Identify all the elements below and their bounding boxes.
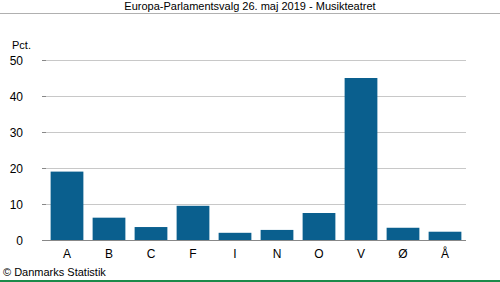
category-label: V xyxy=(357,247,365,261)
category-label: O xyxy=(314,247,323,261)
category-label: Å xyxy=(441,246,449,261)
tick-label: 30 xyxy=(10,126,24,140)
bar xyxy=(93,218,126,240)
y-label: Pct. xyxy=(12,39,31,51)
tick-label: 20 xyxy=(10,162,24,176)
category-label: I xyxy=(233,247,236,261)
tick-mark xyxy=(42,204,46,205)
bar xyxy=(303,213,336,240)
bar xyxy=(135,227,168,240)
tick-label: 40 xyxy=(10,90,24,104)
title: Europa-Parlamentsvalg 26. maj 2019 - Mus… xyxy=(124,0,375,12)
tick-mark xyxy=(42,132,46,133)
tick-mark xyxy=(42,168,46,169)
tick-mark xyxy=(42,60,46,61)
tick-label: 10 xyxy=(10,198,24,212)
grid-line xyxy=(46,60,466,61)
bar xyxy=(345,78,378,240)
chart: Europa-Parlamentsvalg 26. maj 2019 - Mus… xyxy=(0,0,500,282)
bar xyxy=(51,172,84,240)
bottom-rule xyxy=(0,280,500,282)
category-label: Ø xyxy=(398,247,407,261)
category-label: N xyxy=(273,247,282,261)
category-label: A xyxy=(63,247,71,261)
bar xyxy=(429,232,462,240)
tick-label: 50 xyxy=(10,54,24,68)
category-label: B xyxy=(105,247,113,261)
bar xyxy=(219,233,252,240)
category-label: C xyxy=(147,247,156,261)
category-label: F xyxy=(189,247,196,261)
x-axis xyxy=(46,240,466,241)
source: © Danmarks Statistik xyxy=(3,266,106,278)
bar xyxy=(387,228,420,240)
tick-label: 0 xyxy=(16,234,23,248)
title-rule xyxy=(0,13,500,14)
grid-line xyxy=(46,132,466,133)
tick-mark xyxy=(42,96,46,97)
grid-line xyxy=(46,204,466,205)
bars xyxy=(51,78,462,240)
bar xyxy=(261,230,294,240)
grid-line xyxy=(46,168,466,169)
bar xyxy=(177,206,210,240)
grid-line xyxy=(46,96,466,97)
tick-mark xyxy=(42,240,46,241)
